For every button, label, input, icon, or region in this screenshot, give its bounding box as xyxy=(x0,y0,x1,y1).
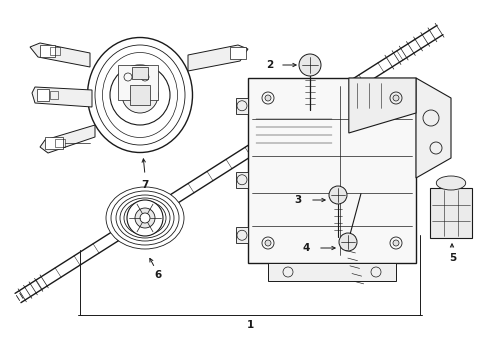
Polygon shape xyxy=(40,125,95,153)
Polygon shape xyxy=(236,227,247,243)
Bar xyxy=(37,89,49,101)
Circle shape xyxy=(132,87,148,103)
Ellipse shape xyxy=(132,208,158,228)
Polygon shape xyxy=(30,43,90,67)
Bar xyxy=(118,65,158,100)
Bar xyxy=(229,47,245,59)
Bar xyxy=(132,67,148,79)
Ellipse shape xyxy=(435,176,465,190)
Circle shape xyxy=(110,65,170,125)
Circle shape xyxy=(135,208,155,228)
Polygon shape xyxy=(415,78,450,178)
Circle shape xyxy=(338,233,356,251)
Text: 4: 4 xyxy=(302,243,309,253)
Text: 7: 7 xyxy=(141,180,148,190)
Polygon shape xyxy=(267,263,395,281)
Circle shape xyxy=(328,186,346,204)
Circle shape xyxy=(392,95,398,101)
Polygon shape xyxy=(247,78,415,263)
Ellipse shape xyxy=(116,195,174,241)
Polygon shape xyxy=(348,78,415,133)
Bar xyxy=(130,85,150,105)
Ellipse shape xyxy=(106,187,183,249)
Circle shape xyxy=(298,54,320,76)
Ellipse shape xyxy=(124,201,165,235)
Bar xyxy=(40,45,55,57)
Circle shape xyxy=(140,213,150,223)
Ellipse shape xyxy=(87,37,192,153)
Polygon shape xyxy=(236,98,247,114)
Polygon shape xyxy=(236,172,247,188)
Text: 3: 3 xyxy=(294,195,301,205)
Polygon shape xyxy=(32,87,92,107)
Text: 2: 2 xyxy=(266,60,273,70)
Bar xyxy=(45,137,63,149)
Bar xyxy=(50,47,60,55)
Circle shape xyxy=(127,200,163,236)
Circle shape xyxy=(264,240,270,246)
Circle shape xyxy=(122,77,158,113)
Polygon shape xyxy=(429,188,471,238)
Bar xyxy=(50,91,58,99)
Polygon shape xyxy=(187,45,247,71)
Text: 6: 6 xyxy=(154,270,162,280)
Bar xyxy=(55,139,65,147)
Text: 1: 1 xyxy=(246,320,253,330)
Circle shape xyxy=(264,95,270,101)
Text: 5: 5 xyxy=(448,253,456,263)
Circle shape xyxy=(392,240,398,246)
